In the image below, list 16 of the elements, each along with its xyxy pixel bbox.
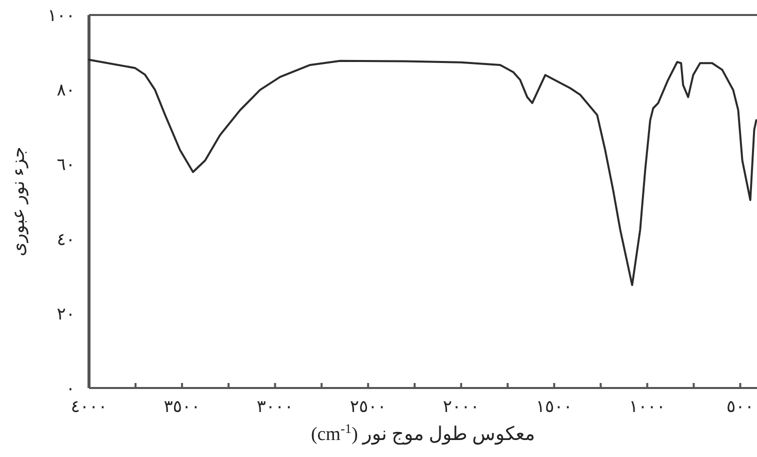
x-tick-label: ٢٥٠٠ bbox=[350, 397, 386, 416]
y-tick-label: ١٠٠ bbox=[48, 6, 75, 25]
x-tick-label: ٣٥٠٠ bbox=[164, 397, 200, 416]
y-tick-label: ٢٠ bbox=[56, 304, 75, 324]
x-tick-label: ٤٠٠٠ bbox=[70, 397, 108, 416]
y-tick-label: ٠ bbox=[66, 379, 75, 398]
x-tick-label: ٥٠٠ bbox=[726, 397, 754, 416]
line-series bbox=[88, 58, 757, 286]
x-tick-label: ١٠٠٠ bbox=[628, 397, 666, 416]
y-tick-label: ٤٠ bbox=[56, 230, 75, 249]
x-tick-label: ٢٠٠٠ bbox=[442, 397, 480, 416]
y-axis-title: جزء نور عبوری bbox=[8, 146, 29, 256]
x-tick-label: ٣٠٠٠ bbox=[256, 397, 294, 416]
y-tick-label: ٨٠ bbox=[56, 80, 75, 100]
y-tick-label: ٦٠ bbox=[56, 155, 75, 174]
x-tick-label: ١٥٠٠ bbox=[536, 397, 572, 416]
